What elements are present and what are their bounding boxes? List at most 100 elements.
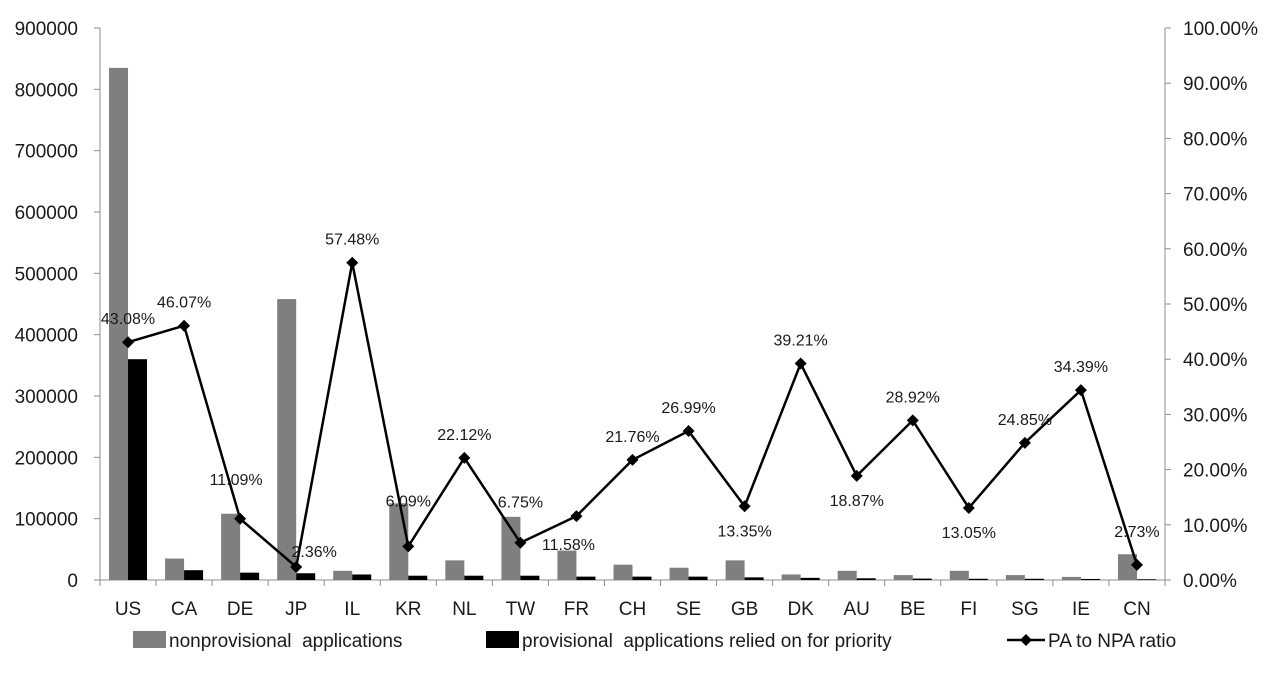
ratio-data-label: 39.21%: [774, 333, 828, 350]
bar-provisional: [968, 578, 988, 580]
bar-provisional: [912, 578, 932, 580]
bar-nonprovisional: [333, 570, 353, 580]
ratio-data-label: 26.99%: [661, 400, 715, 417]
category-label: KR: [395, 599, 421, 620]
left-tick-label: 500000: [15, 264, 78, 285]
ratio-marker: [514, 536, 527, 549]
legend-label-provisional: provisional applications relied on for p…: [522, 631, 892, 652]
ratio-marker: [850, 469, 863, 482]
ratio-marker: [570, 510, 583, 523]
bar-nonprovisional: [893, 575, 913, 580]
bar-provisional: [240, 572, 260, 580]
category-label: IE: [1072, 599, 1090, 620]
right-tick-label: 100.00%: [1183, 19, 1258, 40]
bar-provisional: [520, 575, 540, 580]
axes: [99, 28, 1166, 581]
right-tick-label: 50.00%: [1183, 295, 1248, 316]
bar-nonprovisional: [781, 574, 801, 580]
ratio-data-label: 43.08%: [101, 311, 155, 328]
category-label: US: [115, 599, 141, 620]
ratio-data-label: 57.48%: [325, 232, 379, 249]
ratio-marker: [346, 256, 359, 269]
ratio-marker: [402, 540, 415, 553]
category-label: SE: [676, 599, 701, 620]
bar-nonprovisional: [389, 503, 409, 580]
ratio-data-labels: 43.08%46.07% 11.09% 2.36% 57.48% 6.09% 22.12%…: [101, 232, 1160, 561]
right-tick-label: 60.00%: [1183, 240, 1248, 261]
bar-nonprovisional: [165, 558, 185, 580]
category-label: CN: [1123, 599, 1150, 620]
bar-provisional: [1024, 578, 1044, 580]
ratio-data-label: 2.36%: [291, 544, 336, 561]
bar-nonprovisional: [109, 67, 129, 580]
ratio-data-label: 18.87%: [830, 493, 884, 510]
bar-nonprovisional: [669, 567, 689, 580]
category-label: FR: [564, 599, 589, 620]
left-tick-label: 300000: [15, 387, 78, 408]
legend-label-nonprovisional: nonprovisional applications: [169, 631, 402, 652]
right-tick-label: 20.00%: [1183, 461, 1248, 482]
bar-nonprovisional: [557, 550, 577, 580]
category-label: GB: [731, 599, 758, 620]
ratio-marker: [1074, 384, 1087, 397]
ratio-data-label: 34.39%: [1054, 359, 1108, 376]
bar-nonprovisional: [613, 564, 633, 580]
bar-provisional: [1080, 578, 1100, 580]
bar-nonprovisional: [445, 560, 465, 580]
bar-provisional: [296, 573, 316, 580]
ratio-data-label: 22.12%: [437, 427, 491, 444]
bar-provisional: [688, 576, 708, 580]
right-tick-label: 40.00%: [1183, 350, 1248, 371]
category-labels: US CA DE JP IL KR NL TW FR CH SE GB DK AU BE FI SG IE CN: [99, 580, 1166, 620]
bar-provisional: [800, 577, 820, 580]
ratio-data-label: 2.73%: [1114, 524, 1159, 541]
ratio-marker: [794, 357, 807, 370]
category-label: SG: [1011, 599, 1038, 620]
right-tick-label: 70.00%: [1183, 185, 1248, 206]
category-label: FI: [960, 599, 977, 620]
category-label: BE: [900, 599, 925, 620]
left-tick-label: 800000: [15, 80, 78, 101]
ratio-marker: [626, 453, 639, 466]
ratio-data-label: 21.76%: [605, 429, 659, 446]
bar-nonprovisional: [501, 516, 521, 580]
bar-nonprovisional: [725, 560, 745, 580]
left-tick-label: 700000: [15, 142, 78, 163]
ratio-markers: [122, 256, 1143, 573]
category-label: IL: [344, 599, 360, 620]
category-label: DE: [227, 599, 253, 620]
right-axis-ticks: 0.00% 10.00% 20.00% 30.00% 40.00% 50.00% 60.00…: [1165, 19, 1258, 592]
category-label: TW: [506, 599, 536, 620]
legend: nonprovisional applications provisional …: [133, 631, 1176, 652]
bar-nonprovisional: [277, 299, 297, 580]
right-tick-label: 90.00%: [1183, 74, 1248, 95]
ratio-data-label: 6.09%: [386, 493, 431, 510]
legend-label-ratio: PA to NPA ratio: [1048, 631, 1176, 652]
left-axis-ticks: 0 100000 200000 300000 400000 500000 600000 700…: [15, 19, 100, 592]
bar-provisional: [856, 578, 876, 580]
legend-marker-ratio: [1020, 634, 1032, 646]
left-tick-label: 900000: [15, 19, 78, 40]
ratio-marker: [458, 451, 471, 464]
bar-provisional: [744, 577, 764, 580]
right-tick-label: 0.00%: [1183, 571, 1237, 592]
right-tick-label: 10.00%: [1183, 516, 1248, 537]
legend-swatch-provisional: [486, 631, 519, 648]
bar-provisional: [1136, 579, 1156, 580]
category-label: NL: [452, 599, 476, 620]
ratio-data-label: 11.09%: [210, 472, 263, 489]
ratio-marker: [682, 425, 695, 438]
ratio-marker: [906, 414, 919, 427]
ratio-marker: [738, 500, 751, 513]
bar-provisional: [576, 576, 596, 580]
bar-nonprovisional: [221, 513, 241, 580]
bar-provisional: [464, 575, 484, 580]
bar-nonprovisional: [1005, 575, 1025, 580]
legend-swatch-nonprovisional: [133, 631, 166, 648]
ratio-marker: [962, 501, 975, 514]
bar-provisional: [352, 574, 372, 580]
bars: [109, 67, 1156, 580]
category-label: CH: [619, 599, 646, 620]
bar-provisional: [632, 576, 652, 580]
